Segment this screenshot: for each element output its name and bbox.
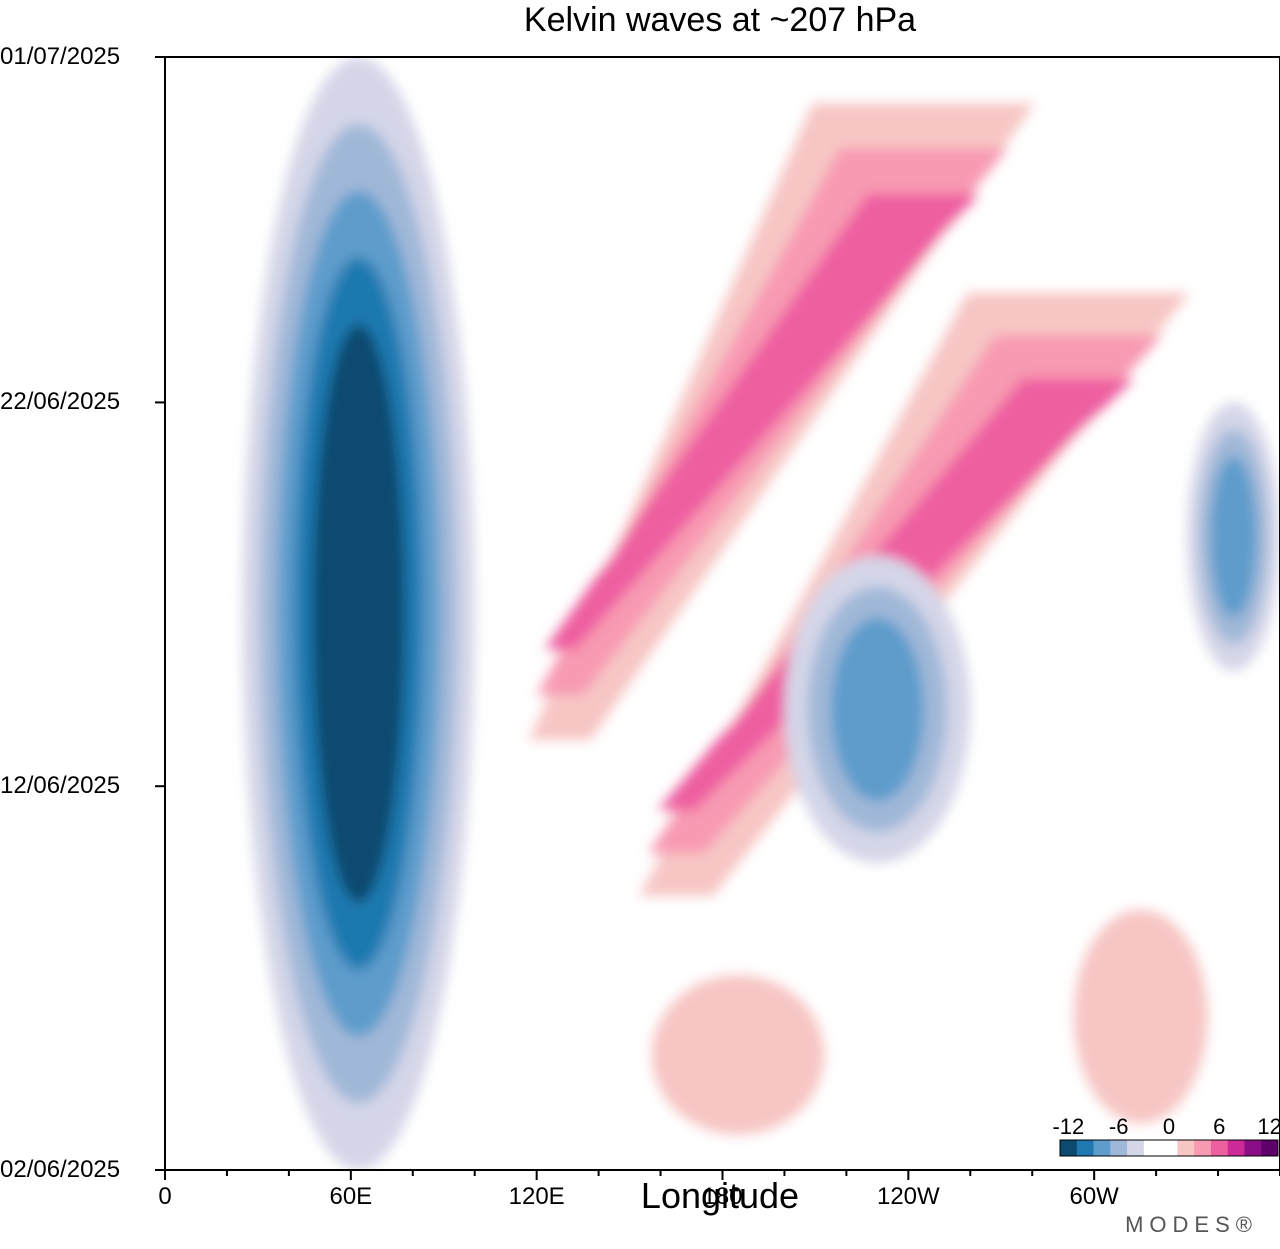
brand-logo: MODES®	[1125, 1212, 1258, 1237]
contour-level	[650, 974, 826, 1136]
anomaly-region-1	[521, 57, 1064, 787]
contour-level	[1210, 456, 1257, 618]
colorbar	[1059, 1139, 1279, 1157]
x-tick-label: 60E	[329, 1183, 373, 1210]
colorbar-swatch	[1210, 1140, 1229, 1156]
y-tick-label: 12/06/2025	[0, 772, 121, 800]
contour-level	[1072, 909, 1209, 1124]
x-tick-label: 180	[702, 1183, 743, 1210]
chart-title: Kelvin waves at ~207 hPa	[523, 1, 917, 39]
colorbar-swatch	[1127, 1140, 1145, 1156]
colorbar-label: -12	[1052, 1114, 1085, 1139]
anomaly-region-5	[1032, 862, 1250, 1170]
y-axis-ticks	[155, 56, 165, 1171]
contour-level	[312, 324, 406, 903]
colorbar-swatch	[1160, 1140, 1178, 1156]
colorbar-swatch	[1110, 1140, 1128, 1156]
anomaly-region-0	[242, 57, 475, 1170]
y-tick-label: 01/07/2025	[0, 43, 121, 70]
contour-level	[544, 193, 980, 650]
anomaly-region-6	[1187, 402, 1280, 672]
x-axis-ticks	[164, 1170, 1280, 1180]
colorbar-label: 6	[1213, 1114, 1226, 1139]
colorbar-frame	[1059, 1139, 1279, 1157]
colorbar-swatch	[1261, 1140, 1279, 1156]
x-tick-label: 120W	[876, 1183, 940, 1210]
colorbar-swatch	[1194, 1140, 1212, 1156]
colorbar-swatch	[1060, 1140, 1078, 1156]
x-tick-label: 120E	[508, 1183, 565, 1210]
x-tick-label: 0	[158, 1183, 172, 1210]
colorbar-swatch	[1244, 1140, 1262, 1156]
contour-level	[830, 617, 924, 802]
colorbar-label: 12	[1257, 1114, 1280, 1139]
colorbar-swatch	[1076, 1140, 1095, 1156]
colorbar-label: 0	[1162, 1114, 1176, 1139]
anomaly-field	[242, 57, 1280, 1170]
y-tick-label: 02/06/2025	[0, 1156, 121, 1183]
anomaly-region-4	[598, 939, 878, 1170]
colorbar-swatch	[1143, 1140, 1162, 1156]
x-tick-label: 60W	[1069, 1183, 1119, 1210]
colorbar-label: -6	[1108, 1114, 1129, 1139]
colorbar-swatch	[1227, 1140, 1245, 1156]
colorbar-swatch	[1093, 1140, 1111, 1156]
y-tick-label: 22/06/2025	[0, 388, 121, 416]
x-axis-label: Longitude	[640, 1175, 800, 1216]
anomaly-region-3	[784, 555, 971, 863]
colorbar-swatch	[1177, 1140, 1195, 1156]
